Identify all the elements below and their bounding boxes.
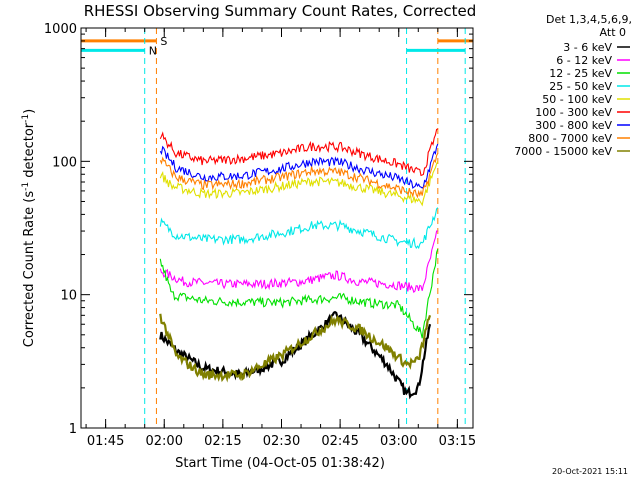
x-tick-label: 03:15 — [439, 434, 476, 449]
legend-item: 7000 - 15000 keV — [514, 145, 612, 158]
legend-header: Det 1,3,4,5,6,9, — [546, 13, 632, 26]
legend-item: 100 - 300 keV — [535, 106, 612, 119]
series-line — [159, 128, 439, 177]
x-tick-label: 02:45 — [321, 434, 358, 449]
y-tick-label: 100 — [52, 155, 77, 170]
series-line — [159, 161, 439, 207]
x-tick-label: 02:15 — [204, 434, 241, 449]
plot-frame — [80, 27, 474, 429]
legend-item: 12 - 25 keV — [549, 67, 612, 80]
data-layer: SN — [81, 28, 473, 428]
series-line — [159, 207, 439, 250]
y-tick-label: 1 — [69, 422, 77, 437]
x-tick-label: 01:45 — [87, 434, 124, 449]
legend-item: 800 - 7000 keV — [528, 132, 612, 145]
x-tick-label: 03:00 — [380, 434, 417, 449]
x-tick-label: 02:30 — [263, 434, 300, 449]
legend-item: 25 - 50 keV — [549, 80, 612, 93]
x-tick-label: 02:00 — [146, 434, 183, 449]
axes-layer: 1 10 100 1000 01:45 02:00 02:15 02:30 02:45 03:00… — [44, 22, 476, 449]
timestamp: 20-Oct-2021 15:11 — [552, 467, 628, 476]
series-line — [159, 230, 438, 294]
legend-item: 50 - 100 keV — [542, 93, 612, 106]
y-axis-label: Corrected Count Rate (s-1 detector-1) — [21, 109, 37, 347]
y-tick-label: 1000 — [44, 22, 77, 37]
series-line — [159, 310, 432, 400]
y-tick-label: 10 — [60, 289, 77, 304]
legend-item: 3 - 6 keV — [563, 41, 612, 54]
flag-label: N — [149, 44, 157, 57]
flag-label: S — [160, 35, 167, 48]
legend-item: 6 - 12 keV — [556, 54, 612, 67]
series-line — [159, 248, 439, 339]
series-line — [159, 313, 432, 383]
chart-title: RHESSI Observing Summary Count Rates, Co… — [84, 2, 477, 20]
legend-header: Att 0 — [600, 26, 626, 39]
series-line — [159, 152, 439, 199]
x-axis-label: Start Time (04-Oct-05 01:38:42) — [175, 456, 385, 471]
legend-item: 300 - 800 keV — [535, 119, 612, 132]
series-line — [159, 143, 439, 189]
